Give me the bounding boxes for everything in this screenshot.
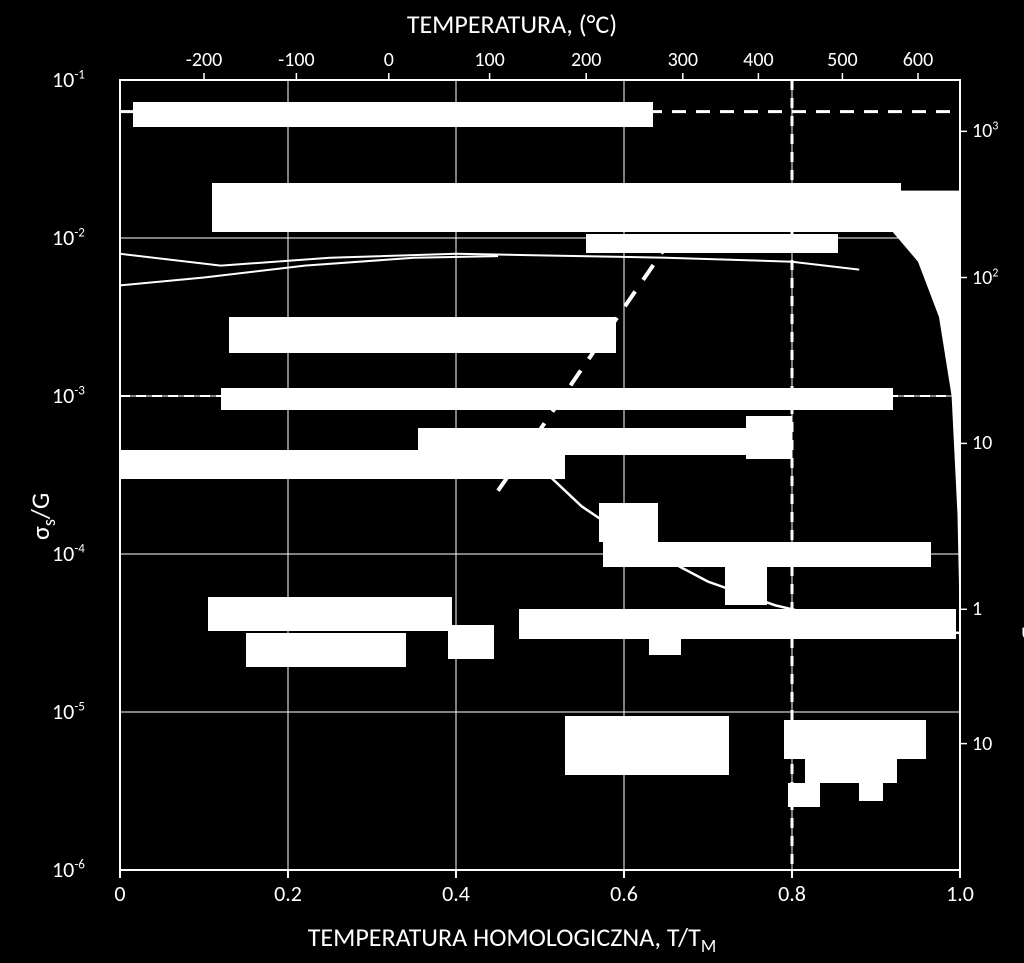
xb-tick: 0.6 <box>610 880 638 907</box>
xt-tick: 500 <box>827 48 857 72</box>
yr-tick: 103 <box>972 119 998 143</box>
label-box <box>725 566 767 606</box>
xb-tick: 1.0 <box>946 880 974 907</box>
yr-tick: 1 <box>972 597 982 621</box>
label-box <box>859 779 883 801</box>
yr-tick: 102 <box>972 266 998 290</box>
label-box <box>746 416 792 459</box>
label-box <box>448 625 494 659</box>
xb-tick: 0.4 <box>442 880 470 907</box>
label-box <box>788 783 820 807</box>
xt-tick: 300 <box>668 48 698 72</box>
xb-tick: 0.8 <box>778 880 806 907</box>
label-box <box>212 183 901 232</box>
label-box <box>246 633 406 667</box>
xt-tick: 100 <box>474 48 504 72</box>
label-box <box>565 716 729 775</box>
yl-tick: 10-5 <box>52 698 85 725</box>
xt-tick: 0 <box>384 48 394 72</box>
xb-tick: 0 <box>114 880 125 907</box>
xb-tick: 0.2 <box>274 880 302 907</box>
xt-tick: 600 <box>903 48 933 72</box>
xt-tick: 200 <box>571 48 601 72</box>
xt-tick: -200 <box>186 48 223 72</box>
label-box <box>784 720 927 760</box>
yr-tick: 10 <box>972 431 992 455</box>
label-box <box>603 542 931 567</box>
label-box <box>519 609 956 639</box>
yr-tick: 10 <box>972 732 992 756</box>
label-box <box>208 597 452 631</box>
yl-tick: 10-1 <box>52 66 85 93</box>
label-box <box>120 451 565 479</box>
xt-tick: -100 <box>278 48 315 72</box>
yl-tick: 10-4 <box>52 540 85 567</box>
label-box <box>133 102 654 127</box>
yl-tick: 10-2 <box>52 224 85 251</box>
label-box <box>586 234 838 253</box>
yl-tick: 10-3 <box>52 382 85 409</box>
yl-tick: 10-6 <box>52 856 85 883</box>
xt-tick: 400 <box>743 48 773 72</box>
label-box <box>649 629 681 655</box>
label-box <box>805 755 897 783</box>
label-box <box>229 317 615 353</box>
label-box <box>599 503 658 543</box>
label-box <box>221 388 893 410</box>
chart-svg <box>0 0 1024 963</box>
